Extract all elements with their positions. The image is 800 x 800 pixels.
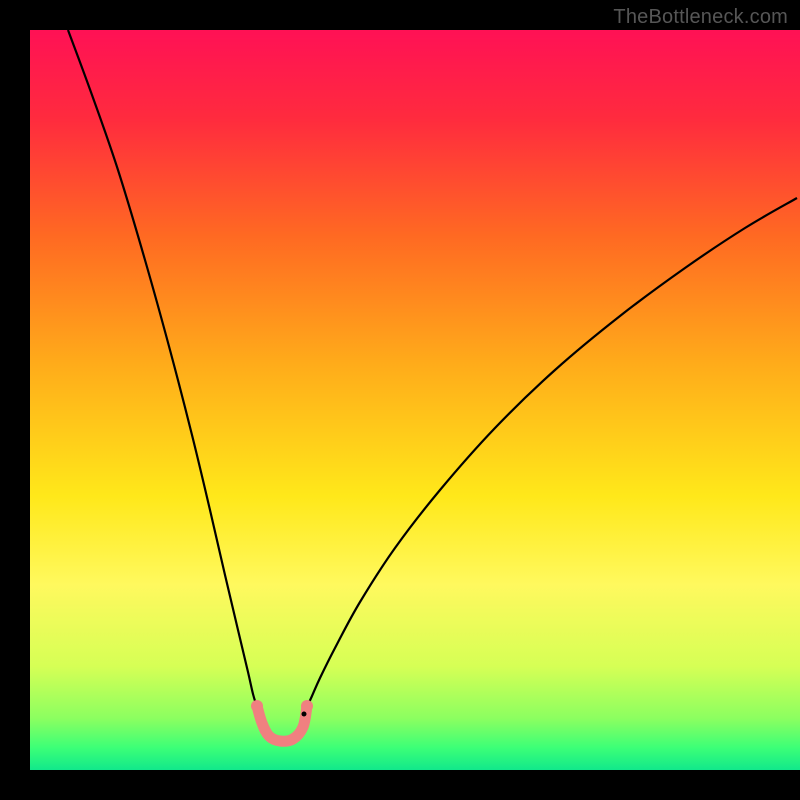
chart-container: [0, 0, 800, 800]
chart-svg: [0, 0, 800, 800]
plot-background: [30, 30, 800, 770]
watermark-text: TheBottleneck.com: [613, 6, 788, 29]
valley-cap-dot: [301, 700, 313, 712]
valley-marker-dot: [302, 712, 307, 717]
valley-cap-dot: [251, 700, 263, 712]
